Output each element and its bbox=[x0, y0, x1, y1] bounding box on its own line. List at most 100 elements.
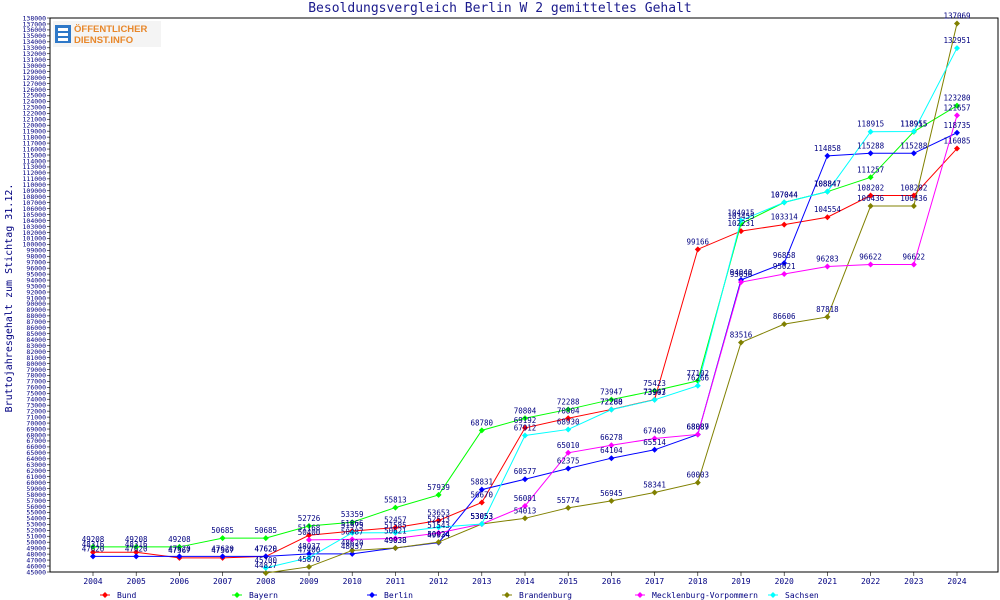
data-point bbox=[781, 199, 788, 206]
data-point bbox=[349, 519, 356, 526]
y-tick-label: 60000 bbox=[26, 479, 46, 487]
y-tick-label: 76000 bbox=[26, 384, 46, 392]
data-label: 49934 bbox=[427, 531, 450, 540]
data-label: 52457 bbox=[384, 516, 407, 525]
data-label: 50487 bbox=[341, 527, 364, 536]
data-point bbox=[867, 192, 874, 199]
data-label: 68087 bbox=[687, 422, 710, 431]
y-tick-label: 108000 bbox=[23, 193, 47, 201]
y-tick-label: 52000 bbox=[26, 527, 46, 535]
y-tick-label: 132000 bbox=[23, 50, 47, 58]
data-point bbox=[651, 489, 658, 496]
data-point bbox=[910, 203, 917, 210]
data-label: 77102 bbox=[687, 369, 710, 378]
y-tick-label: 123000 bbox=[23, 104, 47, 112]
data-point bbox=[651, 435, 658, 442]
x-tick-label: 2008 bbox=[256, 577, 275, 586]
data-point bbox=[781, 260, 788, 267]
data-label: 118955 bbox=[900, 119, 927, 128]
data-point bbox=[349, 536, 356, 543]
data-point bbox=[306, 532, 312, 539]
y-tick-label: 98000 bbox=[26, 253, 46, 261]
x-tick-label: 2021 bbox=[818, 577, 837, 586]
legend-label: Berlin bbox=[384, 591, 413, 600]
data-label: 50400 bbox=[298, 528, 321, 537]
logo: ÖFFENTLICHER DIENST.INFO bbox=[53, 21, 161, 47]
y-tick-label: 53000 bbox=[26, 521, 46, 529]
y-tick-label: 121000 bbox=[23, 116, 47, 124]
y-tick-label: 99000 bbox=[26, 247, 46, 255]
data-point bbox=[522, 515, 528, 522]
data-label: 51543 bbox=[427, 521, 450, 530]
y-tick-label: 74000 bbox=[26, 396, 46, 404]
data-label: 103314 bbox=[771, 213, 799, 222]
y-tick-label: 55000 bbox=[26, 509, 46, 517]
data-label: 107044 bbox=[771, 190, 799, 199]
data-label: 50685 bbox=[211, 526, 234, 535]
data-point bbox=[176, 553, 183, 560]
y-tick-label: 109000 bbox=[23, 187, 47, 195]
data-label: 45700 bbox=[255, 556, 278, 565]
data-label: 54013 bbox=[514, 506, 537, 515]
data-label: 104015 bbox=[727, 208, 754, 217]
data-label: 67409 bbox=[643, 427, 666, 436]
data-label: 52726 bbox=[298, 514, 321, 523]
data-label: 65514 bbox=[643, 438, 666, 447]
data-point bbox=[435, 530, 442, 537]
x-tick-label: 2012 bbox=[429, 577, 448, 586]
data-label: 45870 bbox=[298, 555, 321, 564]
legend-marker bbox=[504, 592, 510, 598]
x-tick-label: 2004 bbox=[83, 577, 102, 586]
data-point bbox=[522, 502, 528, 509]
x-tick-label: 2019 bbox=[731, 577, 750, 586]
y-tick-label: 46000 bbox=[26, 562, 46, 570]
y-tick-label: 111000 bbox=[23, 175, 47, 183]
data-label: 132951 bbox=[943, 36, 970, 45]
data-point bbox=[867, 128, 874, 135]
x-tick-label: 2018 bbox=[688, 577, 707, 586]
data-label: 53053 bbox=[471, 512, 494, 521]
data-point bbox=[306, 554, 312, 561]
data-label: 108847 bbox=[814, 180, 841, 189]
data-label: 121657 bbox=[943, 103, 970, 112]
data-label: 73947 bbox=[643, 388, 666, 397]
data-point bbox=[306, 550, 312, 557]
y-tick-label: 68000 bbox=[26, 431, 46, 439]
data-point bbox=[133, 549, 140, 556]
data-point bbox=[349, 550, 356, 557]
data-label: 99166 bbox=[687, 237, 710, 246]
data-point bbox=[133, 553, 140, 560]
y-tick-label: 122000 bbox=[23, 110, 47, 118]
y-tick-label: 84000 bbox=[26, 336, 46, 344]
data-label: 51168 bbox=[298, 523, 321, 532]
y-tick-label: 64000 bbox=[26, 455, 46, 463]
data-point bbox=[867, 150, 874, 157]
data-point bbox=[910, 192, 917, 199]
data-point bbox=[392, 504, 399, 511]
y-tick-label: 83000 bbox=[26, 342, 46, 350]
legend-label: Bayern bbox=[249, 591, 278, 600]
data-label: 96283 bbox=[816, 255, 839, 264]
data-label: 87818 bbox=[816, 305, 839, 314]
y-tick-label: 50000 bbox=[26, 539, 46, 547]
y-tick-label: 107000 bbox=[23, 199, 47, 207]
data-label: 48620 bbox=[341, 538, 364, 547]
y-tick-label: 67000 bbox=[26, 437, 46, 445]
data-label: 70804 bbox=[557, 406, 580, 415]
x-tick-label: 2010 bbox=[343, 577, 362, 586]
y-tick-label: 131000 bbox=[23, 56, 47, 64]
y-tick-label: 47000 bbox=[26, 556, 46, 564]
y-tick-label: 86000 bbox=[26, 324, 46, 332]
y-tick-label: 80000 bbox=[26, 360, 46, 368]
y-tick-label: 69000 bbox=[26, 425, 46, 433]
y-tick-label: 63000 bbox=[26, 461, 46, 469]
legend-label: Mecklenburg-Vorpommern bbox=[652, 591, 758, 600]
series-line-2 bbox=[93, 132, 958, 557]
y-axis-label: Bruttojahresgehalt zum Stichtag 31.12. bbox=[4, 184, 15, 413]
x-tick-label: 2017 bbox=[645, 577, 664, 586]
data-label: 47367 bbox=[211, 546, 234, 555]
logo-text-line1: ÖFFENTLICHER bbox=[74, 24, 147, 35]
data-label: 118915 bbox=[900, 120, 927, 129]
y-tick-label: 85000 bbox=[26, 330, 46, 338]
data-point bbox=[176, 543, 183, 550]
